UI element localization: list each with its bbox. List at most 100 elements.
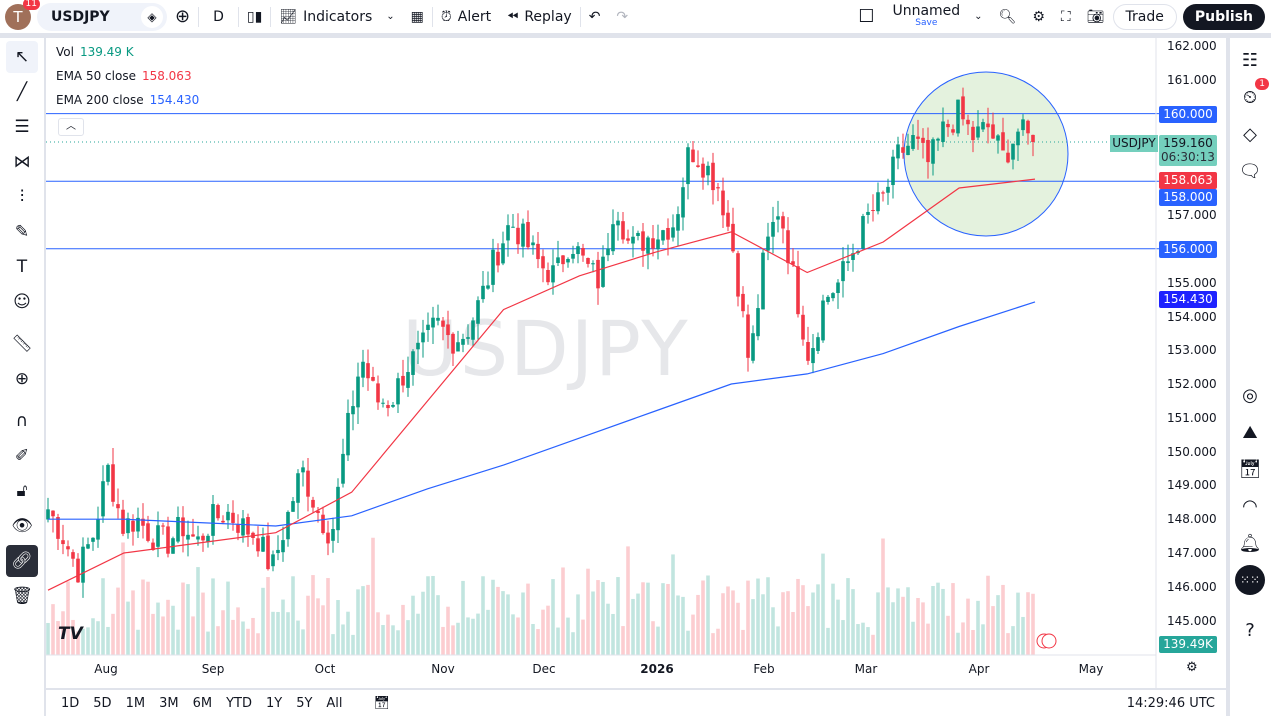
price-tick: 161.000: [1167, 72, 1217, 87]
range-5d[interactable]: 5D: [93, 695, 112, 711]
range-5y[interactable]: 5Y: [296, 695, 313, 711]
candle-body: [156, 525, 160, 547]
volume-bar: [636, 593, 640, 655]
chats-button[interactable]: 🗨︎: [1235, 156, 1265, 186]
candle-body: [601, 256, 605, 287]
range-3m[interactable]: 3M: [159, 695, 179, 711]
candle-body: [921, 137, 925, 143]
alerts-button[interactable]: ⏲ 1: [1235, 78, 1269, 112]
candle-body: [101, 481, 105, 517]
remove-drawings-tool[interactable]: 🗑︎: [6, 580, 38, 612]
visibility-tool[interactable]: 👁︎: [6, 510, 38, 542]
snapshot-button[interactable]: 📷︎: [1079, 0, 1113, 33]
collapse-legend-button[interactable]: ︿: [58, 118, 84, 136]
volume-bar: [856, 624, 860, 655]
time-tick: 2026: [640, 662, 674, 676]
volume-bar: [411, 595, 415, 655]
event-marker: [1041, 633, 1057, 649]
forecast-icon: ⫶: [19, 187, 25, 207]
candle-body: [516, 227, 520, 245]
layout-button[interactable]: ☐ Unnamed Save ⌄: [858, 2, 983, 28]
candle-body: [86, 544, 90, 549]
clock[interactable]: 14:29:46 UTC: [1126, 695, 1215, 711]
templates-button[interactable]: ▦: [403, 0, 432, 33]
time-tick: Dec: [532, 662, 556, 676]
notifications-button[interactable]: 🔔︎: [1235, 528, 1265, 558]
symbol-search[interactable]: USDJPY ◈: [37, 2, 167, 31]
range-all[interactable]: All: [326, 695, 343, 711]
range-1m[interactable]: 1M: [125, 695, 146, 711]
interval-button[interactable]: D: [213, 8, 224, 25]
diamond-icon[interactable]: ◈: [141, 5, 163, 28]
trend-line-tool[interactable]: ╱: [6, 76, 38, 108]
volume-bar: [131, 590, 135, 655]
volume-bar: [531, 624, 535, 655]
indicators-button[interactable]: 📈︎ Indicators ⌄: [279, 8, 395, 25]
undo-button[interactable]: ↶: [581, 0, 609, 33]
range-6m[interactable]: 6M: [192, 695, 213, 711]
volume-bar: [861, 622, 865, 655]
magnet-tool[interactable]: ∩: [6, 405, 38, 437]
fib-tool[interactable]: ☰: [6, 111, 38, 143]
price-chart[interactable]: [46, 38, 1226, 688]
text-tool[interactable]: T: [6, 251, 38, 283]
target-icon: ◎: [1242, 384, 1258, 406]
chevron-down-icon[interactable]: ⌄: [386, 11, 395, 22]
tradingview-logo[interactable]: TV: [58, 624, 83, 644]
volume-bar: [666, 583, 670, 655]
object-tree-button[interactable]: ◇: [1235, 119, 1265, 149]
quick-search-button[interactable]: 🔍︎: [991, 0, 1025, 33]
candle-body: [946, 123, 950, 128]
watchlist-button[interactable]: ☷: [1235, 45, 1265, 75]
candle-body: [581, 248, 585, 256]
candle-body: [1001, 132, 1005, 151]
volume-bar: [971, 630, 975, 655]
chart-pane[interactable]: USDJPY Vol 139.49 K EMA 50 close 158.063 E…: [46, 38, 1226, 688]
candle-body: [221, 520, 225, 523]
candle-body: [661, 230, 665, 241]
candle-body: [296, 473, 300, 503]
news-button[interactable]: ◠: [1235, 491, 1265, 521]
volume-bar: [556, 627, 560, 655]
candle-body: [411, 351, 415, 375]
range-ytd[interactable]: YTD: [226, 695, 252, 711]
axis-settings-button[interactable]: ⚙: [1186, 660, 1198, 675]
candle-body: [376, 383, 380, 403]
redo-button[interactable]: ↷: [608, 0, 636, 33]
candle-body: [336, 486, 340, 531]
candle-body: [981, 122, 985, 130]
cursor-tool[interactable]: ↖: [6, 41, 38, 73]
range-1d[interactable]: 1D: [61, 695, 80, 711]
brush-tool[interactable]: ✎: [6, 216, 38, 248]
chevron-down-icon[interactable]: ⌄: [974, 11, 983, 22]
volume-bar: [751, 599, 755, 655]
screener-button[interactable]: ◎: [1235, 380, 1265, 410]
stay-drawing-tool[interactable]: ✐: [6, 440, 38, 472]
candle-body: [446, 324, 450, 336]
forecast-tool[interactable]: ⫶: [6, 181, 38, 213]
user-avatar[interactable]: T 11: [5, 0, 40, 30]
zoom-tool[interactable]: ⊕: [6, 363, 38, 395]
pine-button[interactable]: ⛰︎: [1235, 417, 1265, 447]
pattern-tool[interactable]: ⋈: [6, 146, 38, 178]
help-button[interactable]: ?: [1235, 615, 1265, 645]
volume-bar: [741, 629, 745, 655]
replay-button[interactable]: ⏪︎ Replay: [507, 8, 572, 25]
calendar-button[interactable]: 📅︎: [1235, 454, 1265, 484]
sync-drawings-tool[interactable]: 🔗︎: [6, 545, 38, 577]
publish-button[interactable]: Publish: [1182, 3, 1265, 30]
alert-button[interactable]: ⏰︎ Alert: [440, 8, 492, 25]
lock-tool[interactable]: 🔓︎: [6, 475, 38, 507]
candle-body: [151, 542, 155, 551]
range-1y[interactable]: 1Y: [265, 695, 283, 711]
fullscreen-button[interactable]: ⛶: [1053, 0, 1079, 33]
measure-tool[interactable]: 📏︎: [6, 328, 38, 360]
volume-bar: [651, 621, 655, 655]
compare-button[interactable]: ⊕: [167, 0, 198, 33]
date-range-button[interactable]: 📅︎: [360, 696, 405, 711]
apps-button[interactable]: ⁙⁙: [1235, 565, 1265, 595]
chart-type-button[interactable]: ▯▮: [239, 0, 270, 33]
settings-button[interactable]: ⚙: [1024, 0, 1053, 33]
emoji-tool[interactable]: ☺: [6, 286, 38, 318]
trade-button[interactable]: Trade: [1112, 3, 1177, 30]
